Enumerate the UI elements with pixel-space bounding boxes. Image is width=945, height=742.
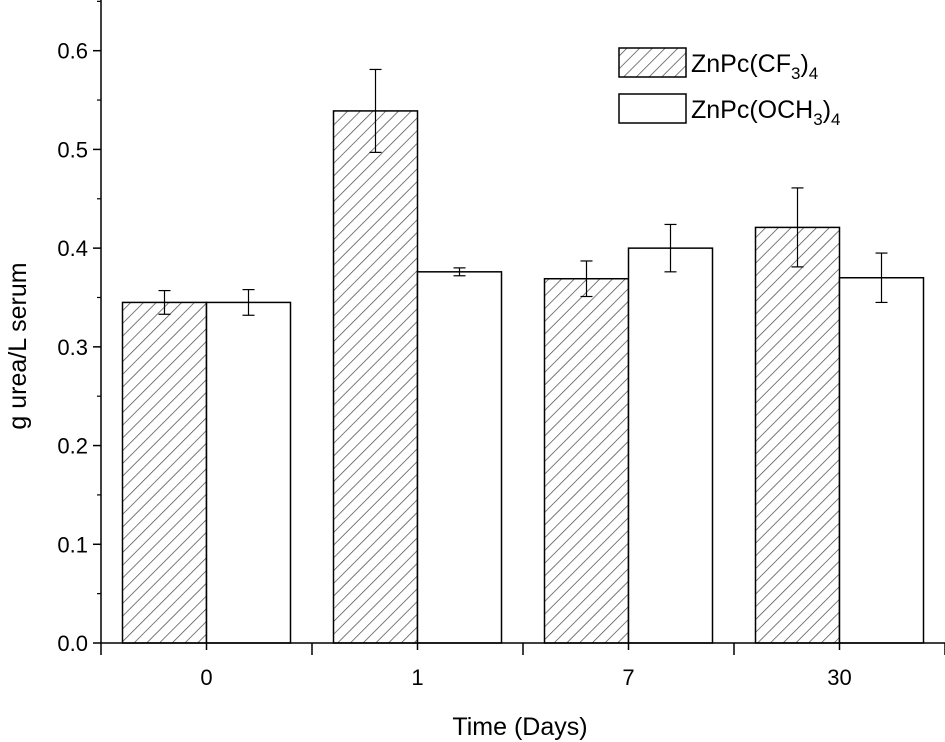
x-axis: 0 1 7 30 xyxy=(100,642,945,690)
bar-series2-0 xyxy=(205,301,292,644)
y-axis: 0.0 0.1 0.2 0.3 0.4 0.5 0.6 xyxy=(57,0,102,656)
bars-group xyxy=(121,110,925,644)
legend-swatch-series1 xyxy=(618,47,687,78)
y-tick-label: 0.5 xyxy=(57,137,88,162)
x-tick-label: 30 xyxy=(827,665,851,690)
bar-series1-7 xyxy=(543,277,630,644)
bar-series2-1 xyxy=(416,271,503,644)
y-axis-title: g urea/L serum xyxy=(4,262,32,429)
y-tick-label: 0.4 xyxy=(57,236,88,261)
bar-series1-1 xyxy=(332,110,419,644)
x-axis-title: Time (Days) xyxy=(452,713,587,741)
y-tick-label: 0.3 xyxy=(57,335,88,360)
bar-series1-30 xyxy=(754,226,841,644)
y-tick-label: 0.1 xyxy=(57,532,88,557)
bar-series2-30 xyxy=(838,276,925,644)
legend: ZnPc(CF3)4 ZnPc(OCH3)4 xyxy=(618,47,841,129)
y-tick-label: 0.2 xyxy=(57,434,88,459)
x-tick-label: 7 xyxy=(622,665,634,690)
x-tick-label: 0 xyxy=(200,665,212,690)
x-tick-label: 1 xyxy=(411,665,423,690)
y-tick-label: 0.6 xyxy=(57,39,88,64)
bar-series1-0 xyxy=(121,301,208,644)
error-bars-group xyxy=(158,68,888,316)
legend-label-series1: ZnPc(CF3)4 xyxy=(691,50,818,83)
bar-series2-7 xyxy=(627,247,714,644)
legend-swatch-series2 xyxy=(618,93,687,124)
y-tick-label: 0.0 xyxy=(57,631,88,656)
legend-label-series2: ZnPc(OCH3)4 xyxy=(691,96,841,129)
